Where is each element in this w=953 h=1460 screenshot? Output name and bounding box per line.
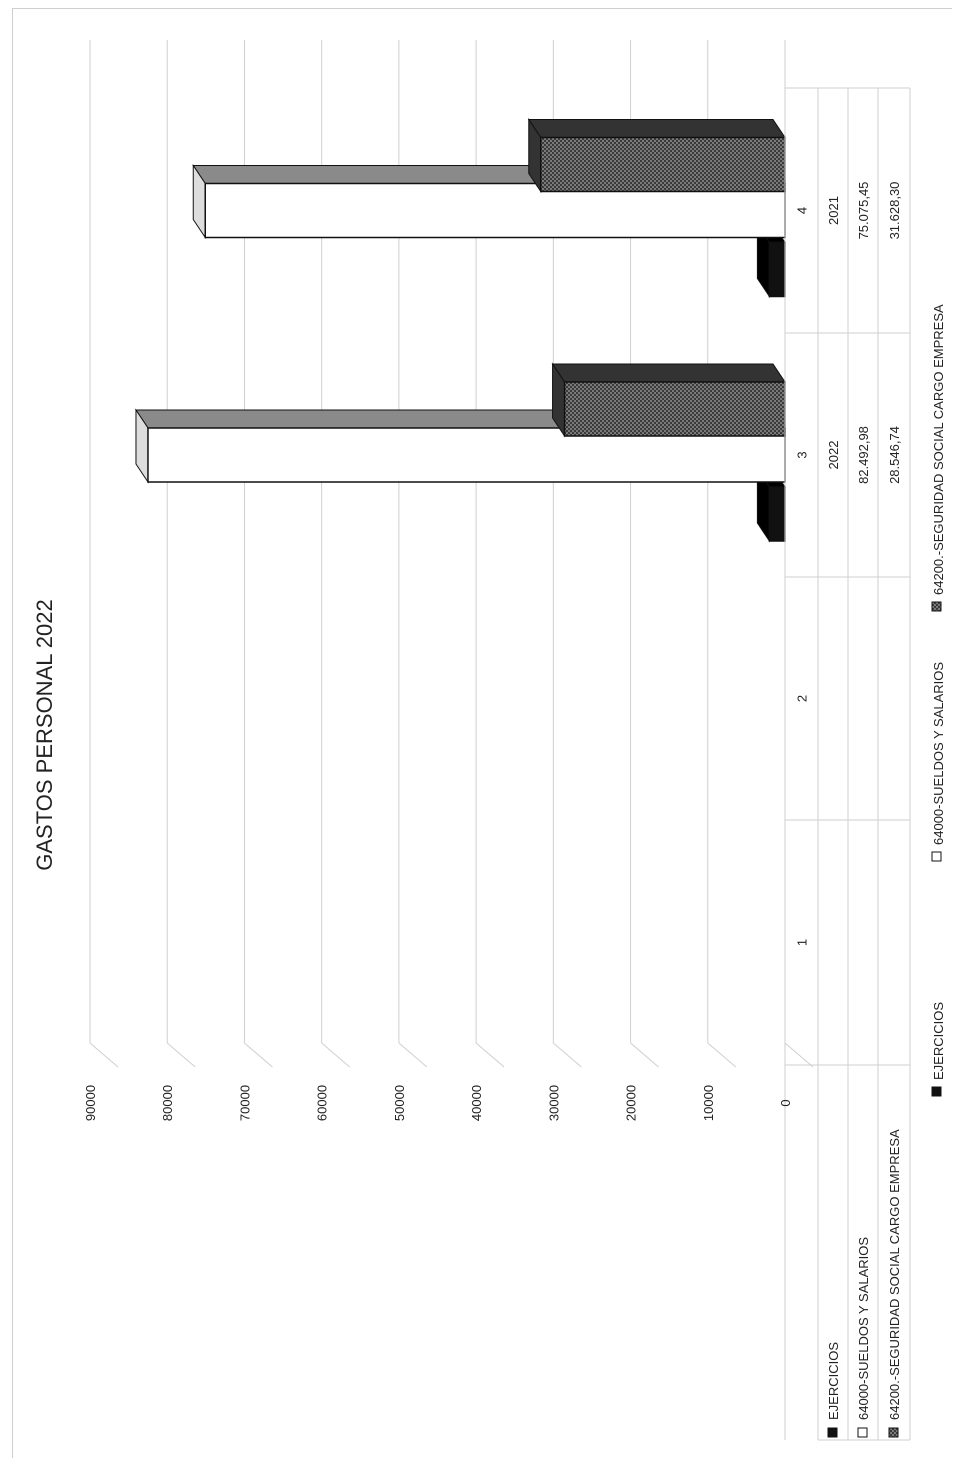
series-name: EJERCICIOS [826, 1342, 841, 1420]
y-tick-label: 80000 [160, 1085, 175, 1121]
gridline-floor [89, 1042, 119, 1068]
y-tick-label: 10000 [701, 1085, 716, 1121]
data-label: 75.075,45 [856, 182, 871, 240]
y-tick-label: 50000 [392, 1085, 407, 1121]
data-label: 2022 [826, 441, 841, 470]
bars [135, 117, 786, 543]
series-name: 64200.-SEGURIDAD SOCIAL CARGO EMPRESA [887, 1129, 902, 1420]
data-label: 28.546,74 [887, 426, 902, 484]
y-tick-label: 30000 [546, 1085, 561, 1121]
category-label: 4 [795, 207, 810, 214]
legend: EJERCICIOS 64000-SUELDOS Y SALARIOS 64200.… [931, 304, 946, 1097]
gridline-floor [784, 1042, 814, 1068]
category-label: 3 [795, 451, 810, 458]
bar [768, 486, 786, 542]
data-label: 31.628,30 [887, 182, 902, 240]
data-label: 2021 [826, 196, 841, 225]
table-legend-key [888, 1427, 899, 1438]
series-name: 64000-SUELDOS Y SALARIOS [856, 1237, 871, 1420]
bar [147, 427, 786, 483]
table-legend-key [827, 1427, 838, 1438]
data-table: 1 2 3 4 EJERCICIOS 2022 2021 64000-SUELDOS Y SA… [784, 87, 911, 1441]
bar-top-face [527, 119, 786, 138]
legend-label: 64200.-SEGURIDAD SOCIAL CARGO EMPRESA [931, 304, 946, 595]
gridline-floor [475, 1042, 505, 1068]
gridline-floor [553, 1042, 582, 1068]
gridline-floor [244, 1042, 273, 1068]
y-tick-label: 70000 [237, 1085, 252, 1121]
y-tick-label: 40000 [469, 1085, 484, 1121]
category-label: 2 [795, 695, 810, 702]
gridline-floor [166, 1042, 196, 1068]
legend-label: EJERCICIOS [931, 1002, 946, 1080]
gridline-floor [398, 1042, 428, 1068]
bar [563, 381, 786, 437]
legend-key [931, 851, 942, 862]
category-label: 1 [795, 939, 810, 946]
chart-title: GASTOS PERSONAL 2022 [32, 599, 57, 870]
gridline-floor [321, 1042, 350, 1068]
gridline-floor [630, 1042, 659, 1068]
bar-top-face [551, 363, 786, 383]
legend-key [931, 601, 942, 612]
chart-frame [12, 8, 952, 1458]
y-tick-label: 0 [778, 1099, 793, 1106]
bar [540, 136, 786, 193]
legend-key [931, 1086, 942, 1097]
data-label: 82.492,98 [856, 426, 871, 484]
y-tick-label: 90000 [83, 1085, 98, 1121]
gridline-floor [707, 1042, 737, 1068]
table-legend-key [857, 1427, 868, 1438]
y-tick-label: 60000 [315, 1085, 330, 1121]
bar [204, 182, 786, 239]
y-tick-label: 20000 [624, 1085, 639, 1121]
bar [768, 241, 786, 298]
chart-text: GASTOS PERSONAL 2022 0 10000 20000 30000 400… [32, 599, 793, 1121]
legend-label: 64000-SUELDOS Y SALARIOS [931, 662, 946, 845]
